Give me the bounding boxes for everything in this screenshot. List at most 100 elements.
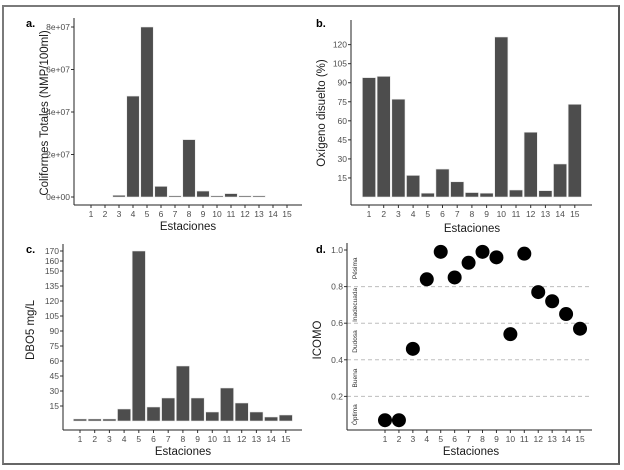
bar-station-14 [264,416,278,422]
x-tick-label: 9 [494,434,499,444]
y-axis-title-c: DBO5 mg/L [25,299,37,360]
band-label: Buena [352,368,359,387]
bar-station-3 [112,195,126,198]
point-station-14 [559,307,574,322]
y-tick-label: 8e+07 [46,22,70,32]
bar-station-10 [210,195,224,198]
y-tick-label: 2e+07 [46,150,70,160]
x-tick-label: 12 [526,209,536,219]
y-ticks-a: 0e+00 2e+07 4e+07 6e+07 8e+07 [46,22,74,202]
y-tick-label: 45 [338,135,348,145]
y-tick-label: 120 [333,40,347,50]
bar-station-13 [538,190,553,198]
band-label: Óptima [350,404,359,425]
x-tick-label: 15 [570,209,580,219]
bar-station-9 [190,397,205,422]
bar-station-15 [278,414,293,422]
band-label: Dudosa [352,330,359,353]
y-tick-label: 6e+07 [46,65,70,75]
bar-station-7 [168,195,182,198]
x-tick-label: 10 [208,434,218,444]
y-axis-title-b: Oxígeno disuelto (%) [316,59,328,167]
bar-station-10 [205,411,220,422]
reference-lines-d [347,286,592,397]
x-tick-label: 15 [281,434,291,444]
bar-station-12 [523,131,538,198]
point-station-13 [545,294,560,309]
x-tick-label: 2 [92,434,97,444]
y-tick-label: 0.6 [331,318,343,328]
quality-bands-d: Óptima Buena Dudosa Inadecuada Pésima [350,257,359,425]
bar-station-4 [117,408,131,422]
point-station-8 [475,244,490,259]
x-tick-label: 11 [227,209,236,219]
bar-station-4 [126,95,140,198]
y-tick-label: 90 [50,326,60,336]
x-tick-label: 13 [252,434,262,444]
panel-b-oxigeno: b. Oxígeno disuelto (%) Estaciones 15304… [316,18,592,235]
y-tick-label: 105 [333,59,347,69]
x-tick-label: 1 [367,209,372,219]
x-tick-label: 6 [151,434,156,444]
bar-station-5 [420,192,435,198]
bar-station-3 [102,418,117,422]
x-ticks-d: 1 2 3 4 5 6 7 8 9 10 11 12 13 14 15 [383,430,585,444]
y-tick-label: 150 [45,266,59,276]
bar-station-7 [161,397,176,422]
y-ticks-b: 15 30 45 60 75 90 105 120 [333,40,351,183]
y-tick-label: 15 [50,401,60,411]
bar-station-2 [87,418,102,422]
x-ticks-a: 1 2 3 4 5 6 7 8 9 10 11 12 13 14 15 [89,205,292,219]
x-axis-title-b: Estaciones [444,223,501,235]
y-tick-label: 0.8 [331,282,343,292]
x-tick-label: 13 [254,209,264,219]
x-tick-label: 9 [484,209,489,219]
y-tick-label: 60 [50,356,60,366]
bars-c [73,250,293,422]
panel-label-a: a. [26,18,35,30]
x-tick-label: 1 [78,434,83,444]
y-tick-label: 30 [338,154,348,164]
point-station-10 [503,327,518,342]
x-axis-title-a: Estaciones [160,221,217,233]
y-tick-label: 0.2 [331,391,343,401]
bar-station-7 [450,181,465,198]
bar-station-12 [238,195,252,198]
x-tick-label: 14 [268,209,278,219]
point-station-4 [419,272,434,287]
point-station-12 [531,285,546,300]
x-tick-label: 10 [506,434,516,444]
bar-station-12 [234,402,249,422]
y-tick-label: 75 [50,341,60,351]
y-tick-label: 1.0 [331,245,343,255]
figure-frame [2,5,620,465]
bar-station-8 [464,192,479,198]
x-tick-label: 4 [411,209,416,219]
panel-c-dbo5: c. DBO5 mg/L Estaciones 1530456075901051… [25,244,302,458]
point-station-5 [433,244,448,259]
x-tick-label: 2 [103,209,108,219]
x-tick-label: 8 [480,434,485,444]
x-tick-label: 1 [383,434,388,444]
x-tick-label: 7 [166,434,171,444]
point-station-9 [489,250,504,265]
y-tick-label: 170 [45,246,59,256]
x-tick-label: 5 [438,434,443,444]
bar-station-5 [140,26,154,198]
x-tick-label: 5 [425,209,430,219]
bar-station-9 [479,192,494,198]
x-tick-label: 4 [131,209,136,219]
bar-station-9 [196,190,210,198]
y-tick-label: 0e+00 [46,192,70,202]
point-station-15 [573,321,588,336]
x-tick-label: 6 [159,209,164,219]
y-tick-label: 90 [338,78,348,88]
point-station-6 [447,270,462,285]
x-tick-label: 6 [440,209,445,219]
x-tick-label: 12 [237,434,247,444]
x-tick-label: 7 [466,434,471,444]
y-tick-label: 0.4 [331,355,343,365]
x-tick-label: 1 [89,209,94,219]
y-axis-title-a: Coliformes Totales (NMP/100ml) [39,30,51,195]
